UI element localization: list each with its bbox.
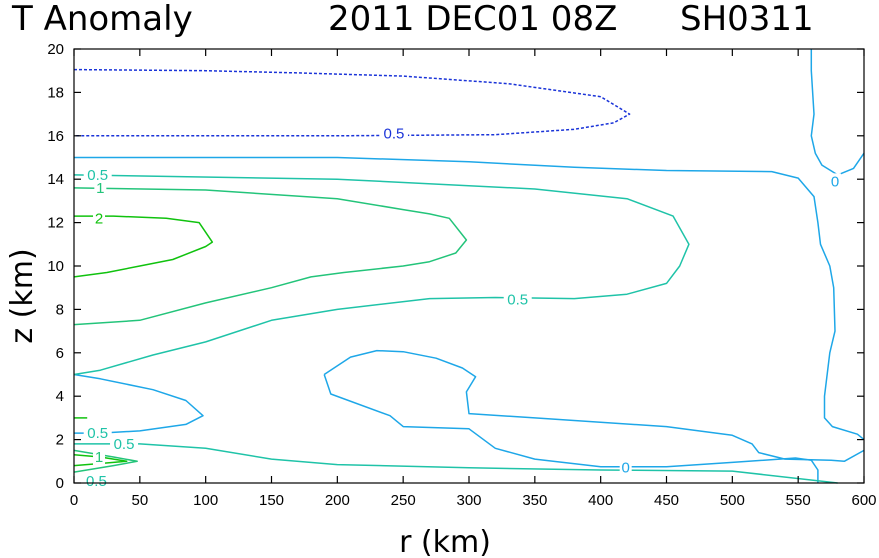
contour-label: 2 <box>95 210 103 227</box>
y-tick-label: 18 <box>47 84 64 101</box>
y-tick-label: 10 <box>47 258 64 275</box>
contour-label: 0.5 <box>86 473 107 490</box>
x-tick-label: 350 <box>522 492 547 509</box>
chart-storm-id: SH0311 <box>680 0 814 39</box>
contour-label: 1 <box>95 449 103 466</box>
contour-line-zero <box>810 49 865 176</box>
y-tick-label: 16 <box>47 128 64 145</box>
x-tick-label: 450 <box>654 492 679 509</box>
contour-line-zero <box>74 156 865 441</box>
contour-label: 1 <box>96 180 104 197</box>
x-tick-label: 50 <box>131 492 148 509</box>
x-tick-label: 250 <box>391 492 416 509</box>
contour-label: 0.5 <box>384 126 405 143</box>
x-axis-ticks: 0 50 100 150 200 250 300 350 400 450 500 550 600 <box>70 49 877 509</box>
contour-label-bg <box>83 166 112 183</box>
contour-line-mid <box>73 187 468 326</box>
contour-line-low <box>73 174 690 376</box>
y-tick-label: 12 <box>47 215 64 232</box>
contour-label-bg <box>829 173 842 190</box>
contour-label: 0.5 <box>114 436 135 453</box>
x-tick-label: 550 <box>786 492 811 509</box>
plot-frame <box>73 48 865 484</box>
contour-line-mid <box>73 449 138 473</box>
x-tick-label: 400 <box>588 492 613 509</box>
contour-label: 0.5 <box>507 292 528 309</box>
contour-line-zero <box>73 373 204 434</box>
contour-line-high <box>73 454 128 467</box>
x-tick-label: 300 <box>456 492 481 509</box>
contour-label-bg <box>503 291 532 308</box>
x-axis-label: r (km) <box>399 525 491 558</box>
contour-label-bg <box>93 448 106 465</box>
x-tick-label: 500 <box>720 492 745 509</box>
contour-label: 0 <box>831 173 839 190</box>
contour-lines <box>73 49 865 484</box>
contour-label-bg <box>110 435 139 452</box>
contour-label-bg <box>379 125 408 142</box>
contour-label: 0 <box>622 459 630 476</box>
contour-line-neg <box>73 68 631 137</box>
chart-title: T Anomaly <box>11 0 193 39</box>
x-tick-label: 600 <box>851 492 876 509</box>
y-axis-label: z (km) <box>5 248 40 343</box>
contour-label-bg <box>82 472 111 489</box>
contour-label-bg <box>93 210 106 227</box>
contour-line-zero <box>323 374 819 483</box>
x-tick-label: 0 <box>70 492 78 509</box>
y-tick-label: 2 <box>56 432 64 449</box>
x-tick-label: 200 <box>325 492 350 509</box>
y-tick-label: 14 <box>47 171 64 188</box>
chart-datetime: 2011 DEC01 08Z <box>328 0 617 39</box>
contour-line-zero <box>323 349 865 463</box>
contour-label-bg <box>83 425 112 442</box>
contour-label: 0.5 <box>87 425 108 442</box>
y-tick-label: 8 <box>56 301 64 318</box>
x-tick-label: 150 <box>259 492 284 509</box>
contour-label-bg <box>619 459 632 476</box>
contour-label-bg <box>94 179 107 196</box>
contour-label: 0.5 <box>87 167 108 184</box>
x-tick-label: 100 <box>193 492 218 509</box>
contour-line-low <box>74 443 838 484</box>
contour-line-high <box>73 215 214 278</box>
y-tick-label: 0 <box>56 475 64 492</box>
y-tick-label: 6 <box>56 345 64 362</box>
y-tick-label: 4 <box>56 388 64 405</box>
y-tick-label: 20 <box>47 41 64 58</box>
